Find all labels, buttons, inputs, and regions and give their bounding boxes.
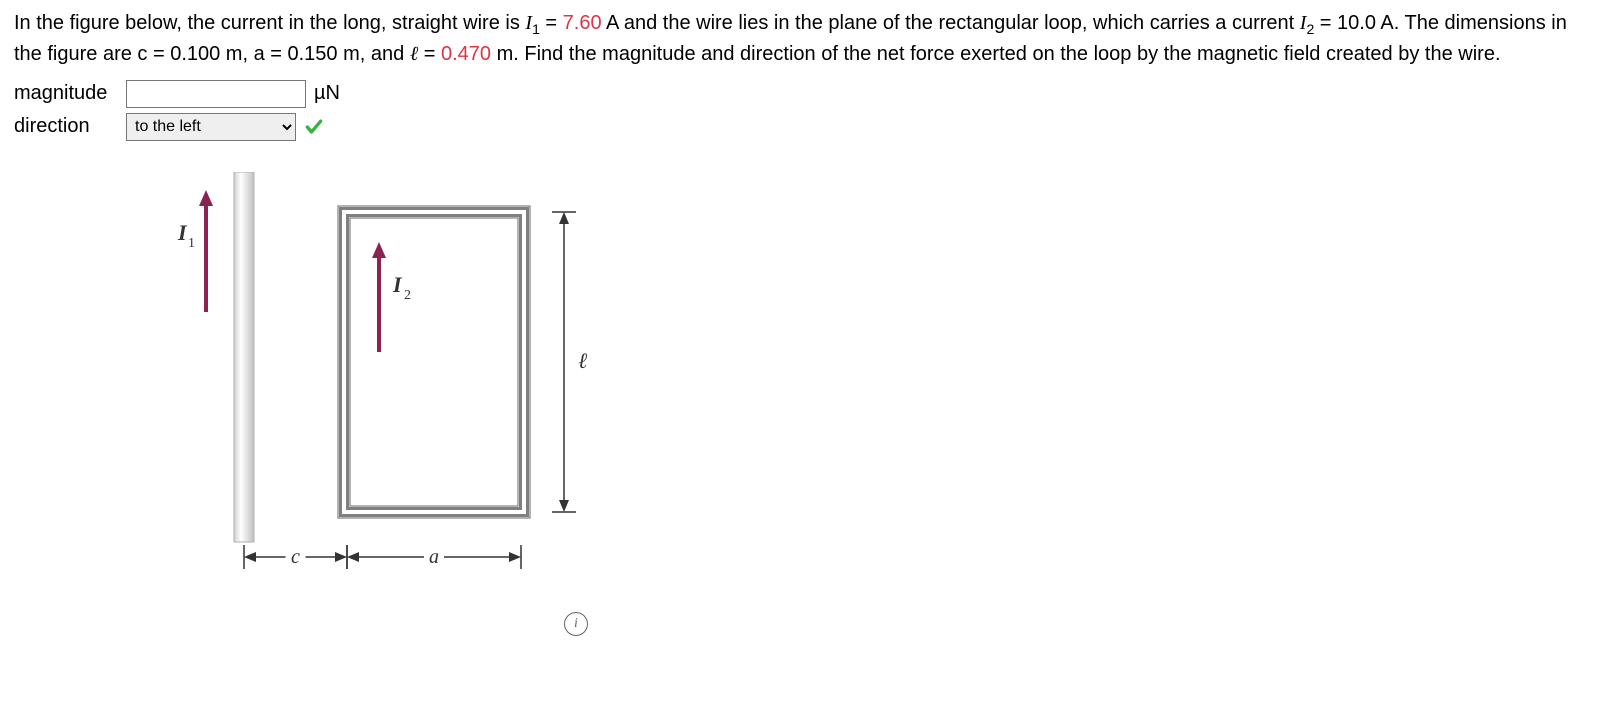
magnitude-input[interactable] — [126, 80, 306, 108]
text-segment: = — [1314, 12, 1337, 34]
text-segment: = — [418, 43, 441, 65]
text-segment: In the figure below, the current in the … — [14, 12, 525, 34]
var-I2-sub: 2 — [1306, 21, 1314, 37]
var-I1-sub: 1 — [532, 21, 540, 37]
svg-text:a: a — [429, 546, 439, 568]
magnitude-unit: µN — [314, 78, 340, 109]
svg-text:ℓ: ℓ — [578, 348, 588, 373]
problem-statement: In the figure below, the current in the … — [14, 8, 1590, 70]
direction-label: direction — [14, 111, 118, 142]
value-I1: 7.60 — [563, 12, 602, 34]
text-segment: m. Find the magnitude and direction of t… — [491, 43, 1500, 65]
svg-text:I: I — [177, 220, 188, 245]
text-segment: A and the wire lies in the plane of the … — [602, 12, 1300, 34]
svg-text:I: I — [392, 272, 403, 297]
svg-text:2: 2 — [404, 288, 411, 303]
correct-check-icon — [304, 117, 324, 137]
magnitude-label: magnitude — [14, 78, 118, 109]
figure: I1I2ℓca — [144, 172, 644, 602]
svg-text:c: c — [291, 546, 300, 568]
var-ell: ℓ — [410, 43, 418, 65]
direction-select[interactable]: ---Select---to the leftto the rightupwar… — [126, 113, 296, 141]
value-ell: 0.470 — [441, 43, 491, 65]
text-segment: = — [540, 12, 563, 34]
svg-text:1: 1 — [188, 236, 195, 251]
info-icon[interactable]: i — [564, 612, 588, 636]
